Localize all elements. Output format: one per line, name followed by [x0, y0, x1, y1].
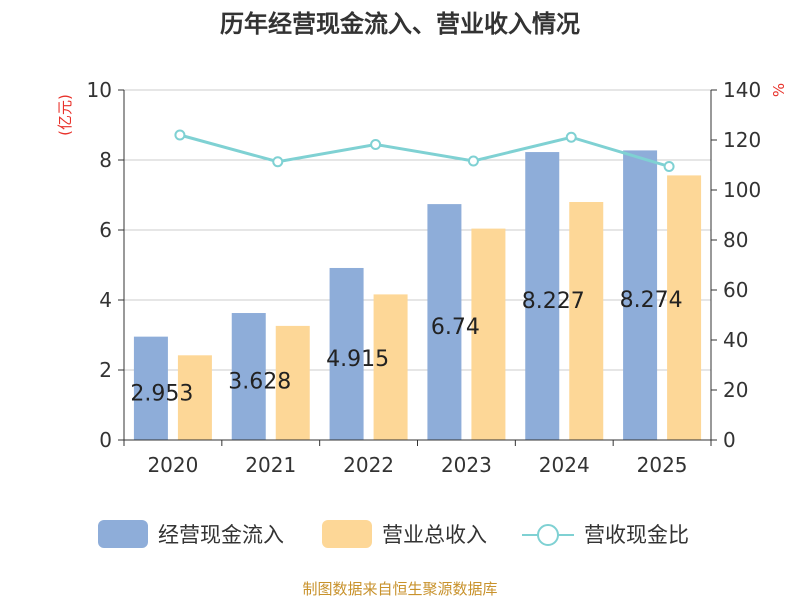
- x-tick-label: 2025: [637, 453, 688, 477]
- left-tick-label: 2: [99, 358, 112, 382]
- left-tick-label: 10: [87, 78, 112, 102]
- bar-data-label: 6.74: [431, 315, 480, 340]
- data-labels: 2.953 3.628 4.915 6.74 8.227 8.274: [130, 288, 682, 406]
- ratio-line-path: [179, 133, 670, 168]
- bar-data-label: 2.953: [130, 381, 193, 406]
- bar: [471, 228, 506, 440]
- right-tick-label: 0: [723, 428, 736, 452]
- legend-swatch: [322, 520, 372, 548]
- bars: [133, 150, 702, 440]
- right-tick-label: 120: [723, 128, 761, 152]
- ratio-point: [370, 139, 382, 150]
- bar: [177, 355, 212, 440]
- left-tick-label: 6: [99, 218, 112, 242]
- ratio-line: [174, 129, 675, 172]
- legend: 经营现金流入 营业总收入 营收现金比: [98, 520, 689, 548]
- source-footer: 制图数据来自恒生聚源数据库: [302, 580, 498, 598]
- bar: [427, 204, 462, 440]
- right-axis-unit: %: [770, 83, 788, 97]
- left-axis-unit: (亿元): [56, 94, 74, 136]
- legend-marker: [537, 524, 559, 546]
- bar: [525, 152, 560, 440]
- bar: [133, 336, 168, 440]
- bar-data-label: 4.915: [326, 347, 389, 372]
- bar: [667, 175, 702, 440]
- bar-data-label: 8.274: [620, 288, 683, 313]
- left-tick-label: 8: [99, 148, 112, 172]
- left-tick-label: 0: [99, 428, 112, 452]
- bar: [623, 150, 658, 440]
- right-tick-label: 40: [723, 328, 748, 352]
- right-tick-label: 140: [723, 78, 761, 102]
- chart-title: 历年经营现金流入、营业收入情况: [220, 10, 580, 38]
- x-tick-label: 2023: [441, 453, 492, 477]
- right-tick-label: 100: [723, 178, 761, 202]
- ratio-point: [272, 156, 284, 168]
- legend-label: 营业总收入: [382, 523, 487, 547]
- ratio-point: [174, 129, 186, 141]
- bar: [275, 325, 310, 440]
- right-tick-label: 60: [723, 278, 748, 302]
- x-tick-label: 2021: [245, 453, 296, 477]
- ratio-point: [663, 161, 675, 172]
- bar: [373, 294, 408, 440]
- bar: [231, 313, 266, 440]
- x-tick-label: 2024: [539, 453, 590, 477]
- legend-swatch: [98, 520, 148, 548]
- x-tick-label: 2020: [147, 453, 198, 477]
- bar-data-label: 8.227: [522, 289, 585, 314]
- ratio-point: [565, 131, 577, 143]
- x-tick-label: 2022: [343, 453, 394, 477]
- bar: [569, 202, 604, 440]
- legend-label: 营收现金比: [584, 523, 689, 547]
- ratio-point: [467, 155, 479, 167]
- right-tick-label: 20: [723, 378, 748, 402]
- right-tick-label: 80: [723, 228, 748, 252]
- grid-lines: [124, 89, 711, 371]
- legend-label: 经营现金流入: [158, 523, 284, 547]
- left-tick-label: 4: [99, 288, 112, 312]
- bar: [329, 267, 364, 440]
- bar-data-label: 3.628: [228, 370, 291, 395]
